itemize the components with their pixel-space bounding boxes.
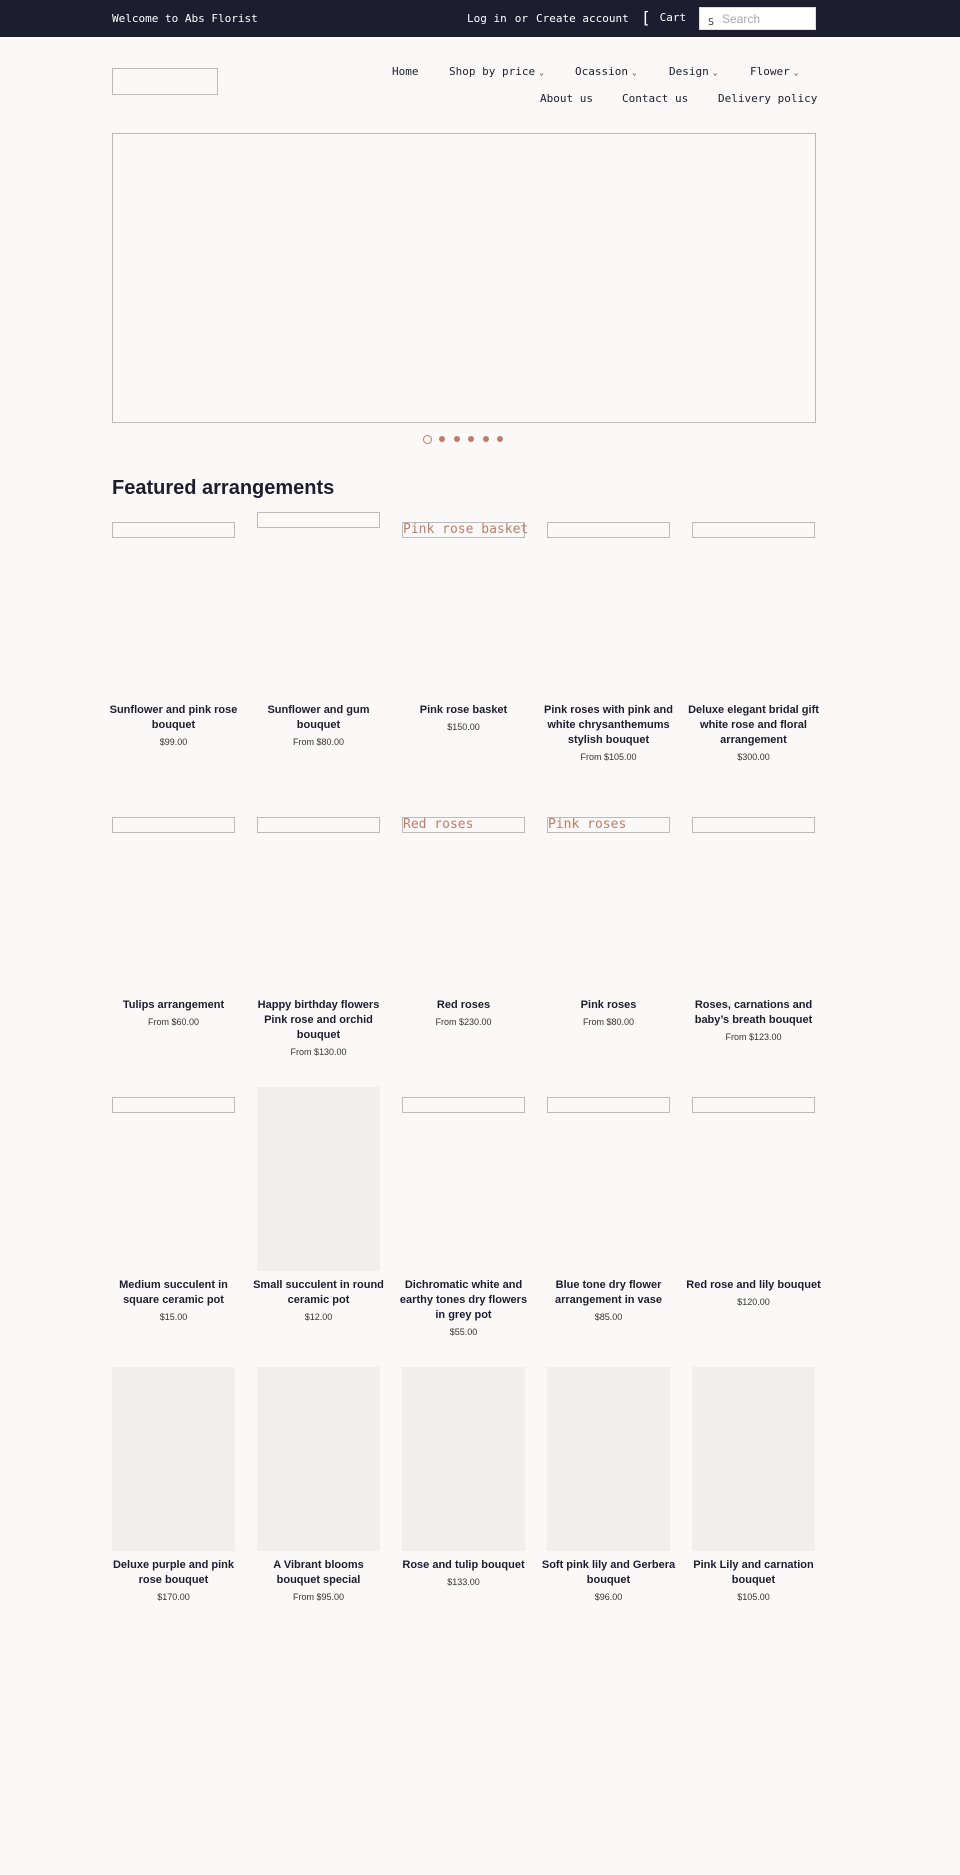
product-image[interactable]	[257, 1367, 380, 1551]
hero-slideshow[interactable]	[112, 133, 816, 423]
product-price: $105.00	[737, 1592, 770, 1602]
product-price: $120.00	[737, 1297, 770, 1307]
product-title[interactable]: Small succulent in round ceramic pot	[253, 1279, 384, 1306]
top-bar: Welcome to Abs Florist Log in or Create ac…	[0, 0, 960, 37]
featured-title: Featured arrangements	[112, 477, 335, 499]
product-price: $150.00	[447, 722, 480, 732]
product-price: From $105.00	[580, 752, 637, 762]
product-price: From $60.00	[147, 1017, 200, 1027]
cart-link[interactable]: [ Cart	[641, 8, 687, 27]
product-image[interactable]	[547, 522, 670, 538]
product-title[interactable]: Deluxe purple and pink rose bouquet	[112, 1559, 235, 1586]
product-title[interactable]: Pink roses	[580, 999, 637, 1011]
product-image[interactable]	[402, 1367, 525, 1551]
product-title[interactable]: Sunflower and gum bouquet	[267, 704, 370, 731]
create-account-link[interactable]: Create account	[536, 12, 629, 25]
product-price: From $123.00	[725, 1032, 782, 1042]
product-price: $133.00	[447, 1577, 480, 1587]
nav-delivery[interactable]: Delivery policy	[718, 92, 818, 105]
nav-home[interactable]: Home	[392, 65, 419, 78]
chevron-down-icon: ⌄	[539, 68, 544, 77]
product-title[interactable]: Red rose and lily bouquet	[686, 1279, 821, 1291]
account-links: Log in or Create account	[467, 12, 629, 25]
nav-design[interactable]: Design ⌄	[669, 65, 718, 78]
product-price: $96.00	[594, 1592, 623, 1602]
product-title[interactable]: Soft pink lily and Gerbera bouquet	[541, 1559, 676, 1586]
product-price: $85.00	[594, 1312, 623, 1322]
slide-dot[interactable]	[497, 436, 503, 442]
product-title[interactable]: Red roses	[436, 999, 491, 1011]
site-logo[interactable]	[112, 68, 218, 95]
login-link[interactable]: Log in	[467, 12, 507, 25]
search-form: S	[699, 7, 816, 30]
product-image[interactable]	[112, 817, 235, 833]
cart-icon: [	[641, 8, 651, 27]
slide-dot[interactable]	[423, 435, 432, 444]
nav-label: Design	[669, 65, 709, 78]
product-title[interactable]: Pink Lily and carnation bouquet	[693, 1559, 814, 1586]
product-image[interactable]	[112, 522, 235, 538]
product-image[interactable]: Red roses	[402, 817, 525, 833]
slide-dot[interactable]	[483, 436, 489, 442]
product-title[interactable]: Medium succulent in square ceramic pot	[119, 1279, 228, 1306]
product-price: From $80.00	[292, 737, 345, 747]
nav-label: Ocassion	[575, 65, 628, 78]
product-image[interactable]	[257, 512, 380, 528]
product-image[interactable]	[257, 817, 380, 833]
product-image[interactable]: Pink roses	[547, 817, 670, 833]
product-image[interactable]	[112, 1097, 235, 1113]
nav-shop-by-price[interactable]: Shop by price ⌄	[449, 65, 544, 78]
product-title[interactable]: Rose and tulip bouquet	[402, 1559, 525, 1571]
product-title[interactable]: Sunflower and pink rose bouquet	[109, 704, 238, 731]
product-price: From $230.00	[435, 1017, 492, 1027]
product-title[interactable]: Blue tone dry flower arrangement in vase	[555, 1279, 662, 1306]
search-icon[interactable]: S	[708, 17, 715, 28]
product-image[interactable]	[692, 1097, 815, 1113]
product-price: $55.00	[449, 1327, 478, 1337]
product-title[interactable]: Roses, carnations and baby’s breath bouq…	[694, 999, 813, 1026]
product-image[interactable]	[692, 522, 815, 538]
product-price: $15.00	[159, 1312, 188, 1322]
product-title[interactable]: A Vibrant blooms bouquet special	[273, 1559, 364, 1586]
slide-dot[interactable]	[468, 436, 474, 442]
welcome-message: Welcome to Abs Florist	[112, 12, 258, 25]
product-price: From $80.00	[582, 1017, 635, 1027]
product-image[interactable]	[257, 1087, 380, 1271]
product-image[interactable]	[547, 1097, 670, 1113]
product-title[interactable]: Dichromatic white and earthy tones dry f…	[399, 1279, 528, 1321]
product-title[interactable]: Tulips arrangement	[122, 999, 225, 1011]
search-input[interactable]	[722, 10, 812, 28]
product-title[interactable]: Deluxe elegant bridal gift white rose an…	[688, 704, 819, 746]
or-text: or	[514, 12, 528, 25]
chevron-down-icon: ⌄	[793, 68, 799, 77]
product-image[interactable]	[402, 1097, 525, 1113]
nav-label: Flower	[750, 65, 790, 78]
product-image[interactable]	[112, 1367, 235, 1551]
product-price: $300.00	[737, 752, 770, 762]
product-image[interactable]: Pink rose basket	[402, 522, 529, 538]
product-price: $12.00	[304, 1312, 333, 1322]
nav-label: Shop by price	[449, 65, 536, 78]
product-image[interactable]	[547, 1367, 670, 1551]
nav-contact[interactable]: Contact us	[622, 92, 689, 105]
nav-about[interactable]: About us	[540, 92, 593, 105]
product-price: From $95.00	[292, 1592, 345, 1602]
slide-dot[interactable]	[454, 436, 460, 442]
product-title[interactable]: Pink roses with pink and white chrysanth…	[544, 704, 673, 746]
slide-dot[interactable]	[439, 436, 445, 442]
product-price: $170.00	[157, 1592, 190, 1602]
product-title[interactable]: Pink rose basket	[419, 704, 508, 716]
nav-flower[interactable]: Flower ⌄	[750, 65, 799, 78]
product-price: From $130.00	[290, 1047, 347, 1057]
chevron-down-icon: ⌄	[712, 68, 718, 77]
product-image[interactable]	[692, 817, 815, 833]
product-image[interactable]	[692, 1367, 815, 1551]
product-price: $99.00	[159, 737, 188, 747]
chevron-down-icon: ⌄	[631, 68, 637, 77]
product-title[interactable]: Happy birthday flowers Pink rose and orc…	[257, 999, 380, 1041]
nav-occasion[interactable]: Ocassion ⌄	[575, 65, 637, 78]
cart-label: Cart	[659, 11, 687, 24]
